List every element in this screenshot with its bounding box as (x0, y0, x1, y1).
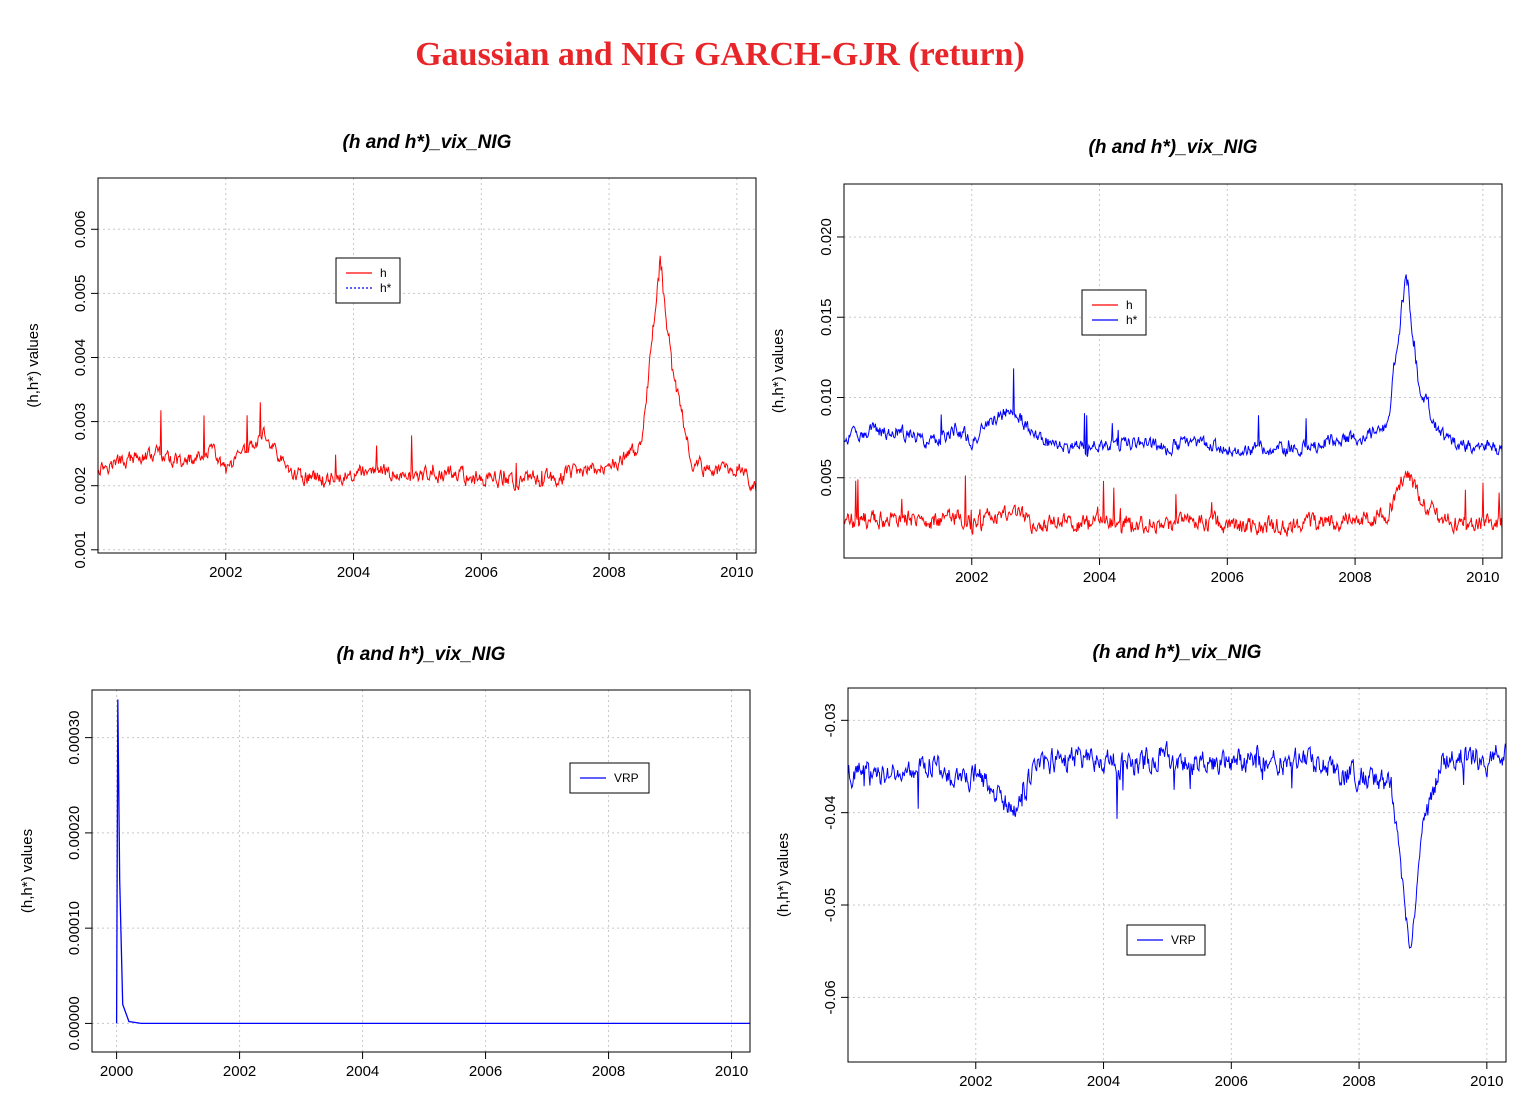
series-line-h (97, 255, 757, 492)
series-line-vrp (115, 699, 750, 1025)
y-axis-label: (h,h*) values (25, 323, 42, 407)
plot-frame (843, 183, 1503, 559)
y-tick-label: 0.00010 (66, 901, 83, 955)
y-tick-label: 0.006 (72, 211, 89, 249)
grid (848, 688, 1506, 1062)
legend-label: h (380, 266, 387, 280)
plot-frame (847, 687, 1507, 1063)
page-title: Gaussian and NIG GARCH-GJR (return) (415, 36, 1025, 73)
legend-label: h* (1126, 313, 1138, 327)
x-tick-label: 2002 (959, 1073, 992, 1090)
y-tick-label: 0.003 (72, 403, 89, 441)
y-tick-label: 0.005 (72, 275, 89, 313)
y-tick-label: 0.00000 (66, 996, 83, 1050)
chart-panel-bottom-left: (h and h*)_vix_NIG 2000 2002 2004 2006 2008 20… (19, 644, 751, 1080)
y-tick-label: 0.020 (818, 218, 835, 256)
y-tick-label: -0.03 (822, 703, 839, 737)
y-axis-label: (h,h*) values (775, 833, 792, 917)
x-tick-label: 2006 (1215, 1073, 1248, 1090)
series-line-h-star (843, 274, 1503, 457)
x-tick-label: 2010 (1470, 1073, 1503, 1090)
legend: VRP (569, 762, 650, 794)
x-tick-label: 2008 (592, 1063, 625, 1080)
x-tick-label: 2002 (209, 564, 242, 581)
y-tick-label: -0.04 (822, 796, 839, 830)
x-tick-label: 2006 (465, 564, 498, 581)
x-tick-label: 2006 (469, 1063, 502, 1080)
y-tick-label: 0.015 (818, 298, 835, 336)
x-tick-label: 2002 (955, 569, 988, 586)
y-tick-label: 0.004 (72, 339, 89, 377)
y-tick-label: 0.002 (72, 467, 89, 505)
legend-box (335, 257, 401, 304)
legend-label: VRP (614, 771, 639, 785)
x-tick-label: 2008 (592, 564, 625, 581)
x-tick-label: 2010 (1466, 569, 1499, 586)
y-tick-label: -0.06 (822, 980, 839, 1014)
x-tick-label: 2008 (1338, 569, 1371, 586)
y-tick-label: 0.00030 (66, 711, 83, 765)
x-tick-label: 2004 (1083, 569, 1116, 586)
chart-panel-bottom-right: (h and h*)_vix_NIG 2002 2004 2006 2008 2010 -0… (775, 642, 1507, 1090)
legend-label: h (1126, 298, 1133, 312)
x-tick-label: 2000 (100, 1063, 133, 1080)
plot-frame (91, 689, 751, 1053)
series-line-h (843, 470, 1503, 537)
y-tick-label: -0.05 (822, 888, 839, 922)
y-tick-label: 0.005 (818, 459, 835, 497)
grid (98, 178, 756, 553)
x-tick-label: 2004 (337, 564, 370, 581)
x-tick-label: 2010 (720, 564, 753, 581)
legend-box (1081, 289, 1147, 336)
grid (844, 184, 1502, 558)
legend: hh* (1081, 289, 1147, 336)
x-tick-label: 2004 (346, 1063, 379, 1080)
x-tick-label: 2010 (715, 1063, 748, 1080)
chart-title: (h and h*)_vix_NIG (337, 644, 506, 665)
y-tick-label: 0.00020 (66, 806, 83, 860)
grid (92, 690, 750, 1052)
chart-title: (h and h*)_vix_NIG (1093, 642, 1262, 663)
plot-frame (97, 177, 757, 554)
y-axis-label: (h,h*) values (770, 329, 787, 413)
legend-label: VRP (1171, 933, 1196, 947)
chart-panel-top-left: (h and h*)_vix_NIG 2002 2004 2006 2008 2010 0.… (25, 132, 757, 581)
chart-title: (h and h*)_vix_NIG (343, 132, 512, 153)
x-tick-label: 2002 (223, 1063, 256, 1080)
series-line-vrp (847, 741, 1507, 949)
x-tick-label: 2004 (1087, 1073, 1120, 1090)
legend-label: h* (380, 281, 392, 295)
y-tick-label: 0.001 (72, 531, 89, 569)
chart-title: (h and h*)_vix_NIG (1089, 137, 1258, 158)
chart-panel-top-right: (h and h*)_vix_NIG 2002 2004 2006 2008 2010 0.… (770, 137, 1503, 586)
legend: VRP (1126, 924, 1206, 956)
y-axis-label: (h,h*) values (19, 829, 36, 913)
x-tick-label: 2008 (1342, 1073, 1375, 1090)
y-tick-label: 0.010 (818, 379, 835, 417)
legend: hh* (335, 257, 401, 304)
x-tick-label: 2006 (1211, 569, 1244, 586)
